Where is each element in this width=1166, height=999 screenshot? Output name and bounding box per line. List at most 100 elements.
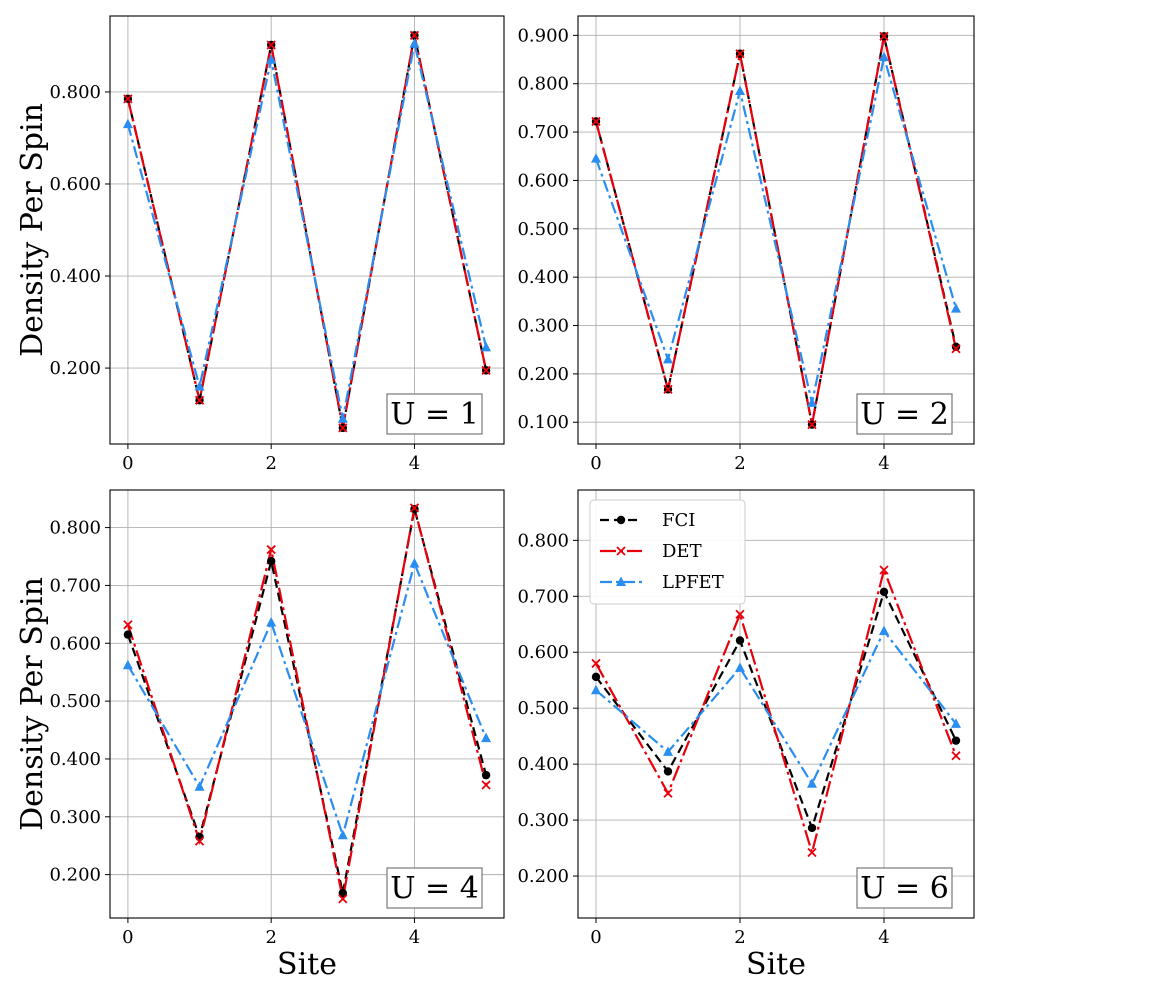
data-point-lpfet <box>194 781 205 791</box>
data-point-lpfet <box>122 118 133 129</box>
y-tick-label: 0.800 <box>517 530 569 551</box>
data-point-fci <box>735 636 745 645</box>
y-tick-label: 0.400 <box>517 754 569 775</box>
chart-panel-4: 0 2 4 0.200 0.300 0.400 0.500 0.600 0.700 0.800 Si… <box>517 489 975 982</box>
y-tick-label: 0.300 <box>517 316 569 337</box>
plot-frame <box>577 489 975 919</box>
legend-entry-lpfet: LPFET <box>600 572 724 593</box>
y-tick-label: 0.800 <box>49 82 101 103</box>
data-point-det <box>409 30 420 40</box>
data-point-lpfet <box>337 829 348 840</box>
data-point-det <box>338 894 348 904</box>
y-tick-label: 0.100 <box>517 412 569 433</box>
x-tick-label: 4 <box>878 453 889 474</box>
data-point-lpfet <box>663 353 673 364</box>
y-tick-label: 0.700 <box>49 575 101 596</box>
data-point-fci <box>123 630 133 639</box>
data-point-det <box>807 420 817 430</box>
series-line-lpfet <box>594 56 958 404</box>
data-point-fci <box>807 823 817 833</box>
data-point-fci <box>951 736 961 745</box>
y-tick-label: 0.300 <box>49 807 101 828</box>
x-tick-label: 0 <box>590 927 601 948</box>
panel-label: U = 4 <box>390 871 479 906</box>
panel-label-box <box>856 393 953 435</box>
panel-label-box <box>856 867 953 909</box>
data-point-det <box>663 788 673 798</box>
y-axis-label: Density Per Spin <box>15 103 50 357</box>
y-tick-label: 0.200 <box>49 358 101 379</box>
data-point-fci <box>338 888 348 898</box>
legend-entry-fci: FCI <box>600 510 695 531</box>
series-line-fci <box>126 35 488 429</box>
data-point-det <box>735 49 745 59</box>
legend-entry-det: DET <box>600 541 702 562</box>
data-point-det <box>735 609 745 619</box>
y-tick-label: 0.700 <box>517 122 569 143</box>
y-tick-label: 0.600 <box>517 170 569 191</box>
legend: FCI DET LPFET <box>589 499 746 605</box>
data-point-lpfet <box>266 54 277 64</box>
series-line-lpfet <box>126 560 488 840</box>
data-point-lpfet <box>735 662 745 672</box>
y-tick-label: 0.200 <box>517 866 569 887</box>
plot-frame <box>109 489 505 919</box>
data-point-lpfet <box>591 684 601 695</box>
data-point-lpfet <box>807 778 817 788</box>
data-point-lpfet <box>807 397 817 407</box>
x-tick-label: 2 <box>734 453 745 474</box>
y-tick-label: 0.500 <box>517 698 569 719</box>
data-point-lpfet <box>194 380 205 391</box>
data-point-lpfet <box>409 38 420 48</box>
panel-label-box <box>386 867 483 909</box>
y-tick-label: 0.800 <box>517 74 569 95</box>
y-tick-label: 0.800 <box>49 518 101 539</box>
plot-frame <box>577 15 975 445</box>
data-point-fci <box>481 770 491 780</box>
data-point-det <box>266 40 276 50</box>
data-point-lpfet <box>879 625 889 635</box>
data-point-det <box>194 836 205 846</box>
data-point-det <box>591 116 601 127</box>
data-point-fci <box>266 556 276 566</box>
y-axis-label: Density Per Spin <box>15 577 50 831</box>
data-point-lpfet <box>735 85 745 95</box>
series-line-det <box>594 36 958 425</box>
panel-label: U = 6 <box>860 871 949 906</box>
series-line-lpfet <box>595 628 957 787</box>
data-point-lpfet <box>122 659 133 670</box>
data-point-lpfet <box>951 303 961 313</box>
data-point-det <box>663 384 673 394</box>
series-line-det <box>126 507 488 900</box>
data-point-det <box>266 544 276 555</box>
data-point-lpfet <box>266 616 277 627</box>
data-point-det <box>951 344 961 354</box>
series-line-det <box>595 566 958 857</box>
data-point-det <box>591 658 601 669</box>
y-tick-label: 0.700 <box>517 586 569 607</box>
data-point-lpfet <box>951 718 961 728</box>
data-point-det <box>194 395 205 405</box>
legend-label: DET <box>662 541 702 562</box>
data-point-det <box>879 31 889 41</box>
x-axis-label: Site <box>746 947 806 982</box>
y-tick-label: 0.400 <box>49 266 101 287</box>
y-tick-label: 0.300 <box>517 810 569 831</box>
series-line-fci <box>594 36 958 425</box>
data-point-det <box>481 365 491 376</box>
data-point-det <box>123 620 133 630</box>
x-axis-label: Site <box>277 947 337 982</box>
legend-marker <box>616 576 626 586</box>
x-tick-label: 4 <box>409 927 420 948</box>
y-tick-label: 0.400 <box>517 267 569 288</box>
data-point-det <box>807 847 817 858</box>
x-tick-label: 4 <box>878 927 889 948</box>
y-tick-label: 0.600 <box>517 642 569 663</box>
data-point-fci <box>951 342 961 351</box>
x-tick-label: 2 <box>265 927 276 948</box>
y-tick-label: 0.200 <box>517 364 569 385</box>
legend-marker <box>616 546 626 556</box>
x-tick-label: 0 <box>122 927 133 948</box>
